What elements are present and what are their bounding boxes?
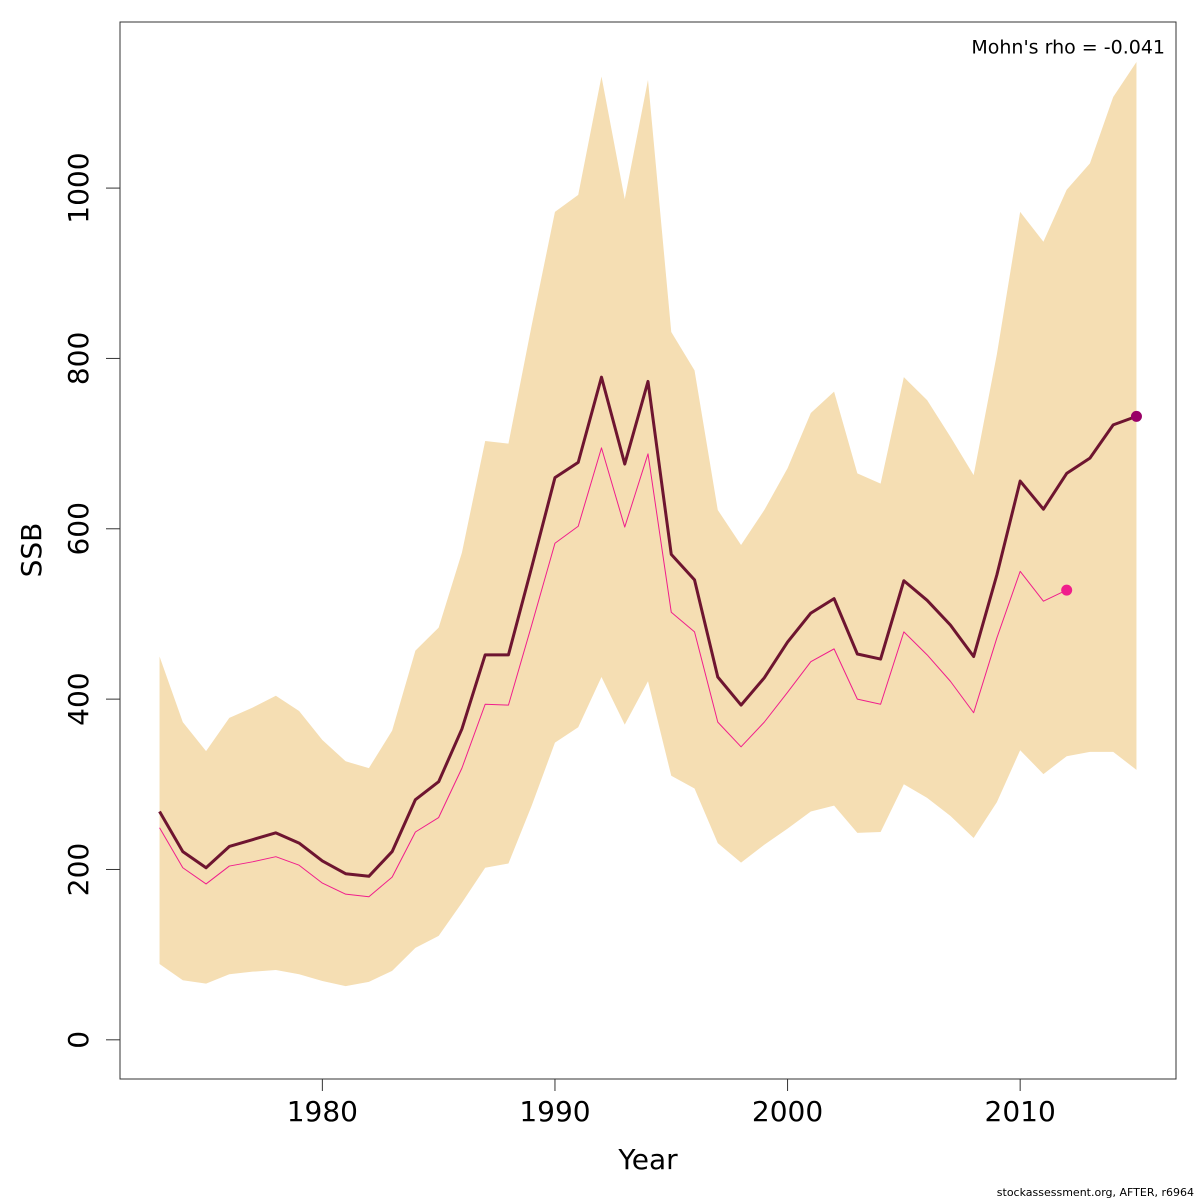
x-tick-label: 2000 — [752, 1095, 823, 1128]
x-tick-label: 1990 — [519, 1095, 590, 1128]
y-axis-label: SSB — [15, 523, 48, 578]
footer: stockassessment.org, AFTER, r6964 — [997, 1186, 1194, 1199]
x-tick-label: 1980 — [287, 1095, 358, 1128]
annotation: Mohn's rho = -0.041 — [971, 37, 1165, 59]
confidence-band — [159, 62, 1137, 987]
end-point — [1130, 410, 1142, 422]
end-point — [1061, 584, 1073, 596]
series-line — [159, 447, 1067, 898]
y-tick-label: 1000 — [62, 152, 95, 223]
x-axis-label: Year — [617, 1143, 678, 1176]
y-tick-label: 0 — [62, 1031, 95, 1049]
x-tick-label: 2010 — [985, 1095, 1056, 1128]
series-line — [158, 375, 1137, 878]
y-tick-label: 800 — [62, 332, 95, 385]
y-tick-label: 400 — [62, 672, 95, 725]
y-tick-label: 600 — [62, 502, 95, 555]
y-tick-label: 200 — [62, 843, 95, 896]
plot-frame — [119, 21, 1177, 1080]
